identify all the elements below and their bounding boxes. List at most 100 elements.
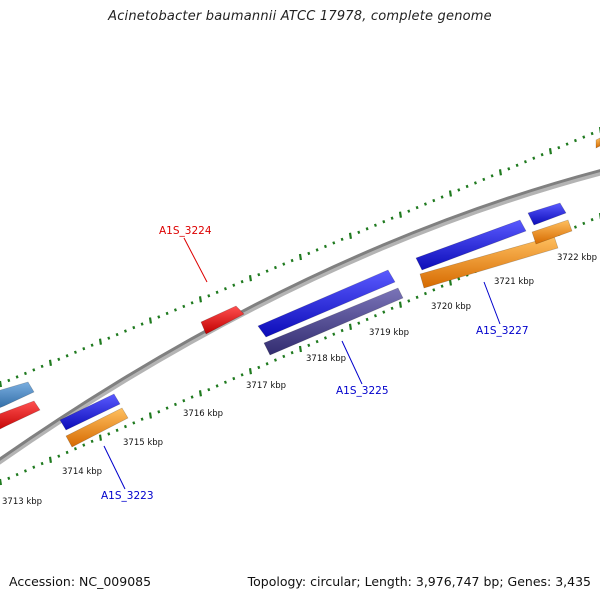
- inner-scale-tick: [398, 301, 402, 308]
- outer-scale-tick: [198, 296, 202, 303]
- tick-label: 3714 kbp: [62, 467, 102, 477]
- inner-scale-tick: [73, 447, 77, 451]
- outer-scale-tick: [398, 211, 402, 218]
- gene-blue-3225[interactable]: [257, 269, 396, 338]
- gene-blue-3227[interactable]: [415, 219, 527, 271]
- outer-scale-tick: [232, 283, 236, 287]
- outer-scale-tick: [115, 332, 119, 337]
- gene-label[interactable]: A1S_3223: [101, 490, 154, 502]
- outer-scale-tick: [98, 338, 102, 345]
- inner-scale-tick: [15, 472, 19, 477]
- gene-leader-line: [483, 281, 501, 325]
- inner-scale-tick: [0, 478, 2, 486]
- gene-blue-3223[interactable]: [59, 393, 121, 431]
- outer-scale-tick: [382, 220, 386, 224]
- inner-scale-tick: [440, 284, 444, 288]
- inner-scale-tick: [207, 387, 211, 392]
- gene-orange-3227[interactable]: [419, 235, 559, 289]
- map-title: Acinetobacter baumannii ATCC 17978, comp…: [108, 9, 492, 24]
- inner-scale-tick: [240, 373, 244, 377]
- outer-scale-tick: [207, 294, 211, 298]
- outer-scale-tick: [282, 262, 286, 266]
- outer-scale-tick: [373, 223, 377, 227]
- backbone-shadow: [0, 169, 600, 465]
- tick-label: 3717 kbp: [246, 381, 286, 391]
- inner-scale-tick: [357, 321, 361, 325]
- gene-red-3224[interactable]: [200, 305, 245, 335]
- outer-scale-tick: [0, 380, 2, 388]
- tick-label: 3721 kbp: [494, 277, 534, 287]
- inner-scale-tick: [323, 336, 327, 340]
- gene-label[interactable]: A1S_3227: [476, 325, 529, 337]
- gene-orange-right[interactable]: [531, 219, 573, 245]
- outer-scale-tick: [573, 138, 577, 143]
- outer-scale-tick: [82, 347, 86, 351]
- inner-scale-tick: [407, 299, 411, 303]
- outer-scale-tick: [507, 167, 511, 171]
- gene-purple-3225[interactable]: [263, 287, 404, 356]
- inner-scale-tick: [390, 306, 394, 311]
- inner-scale-tick: [382, 310, 386, 314]
- tick-label: 3720 kbp: [431, 302, 471, 312]
- inner-scale-tick: [373, 314, 377, 318]
- inner-scale-tick: [165, 406, 169, 410]
- outer-scale-tick: [248, 275, 252, 282]
- inner-scale-tick: [223, 380, 227, 384]
- gene-steel-left[interactable]: [0, 381, 35, 410]
- outer-scale-tick: [65, 354, 69, 358]
- inner-scale-tick: [457, 277, 461, 281]
- gene-label[interactable]: A1S_3224: [159, 225, 212, 237]
- inner-scale-tick: [332, 332, 336, 336]
- inner-scale-tick: [65, 450, 69, 455]
- inner-scale-tick: [173, 402, 177, 407]
- outer-scale-tick: [432, 198, 436, 203]
- inner-scale-tick: [582, 221, 586, 226]
- outer-scale-tick: [23, 371, 27, 376]
- outer-scale-tick: [223, 287, 227, 291]
- outer-scale-tick: [548, 148, 552, 155]
- gene-red-left[interactable]: [0, 400, 41, 432]
- outer-scale-tick: [415, 205, 419, 210]
- outer-scale-tick: [173, 308, 177, 312]
- outer-scale-tick: [582, 135, 586, 139]
- outer-scale-tick: [332, 241, 336, 245]
- outer-scale-tick: [240, 280, 244, 284]
- outer-scale-tick: [182, 304, 186, 309]
- inner-scale-tick: [190, 395, 194, 399]
- inner-scale-tick: [290, 351, 294, 355]
- gene-blue-right[interactable]: [527, 202, 567, 226]
- tick-label: 3715 kbp: [123, 438, 163, 448]
- inner-scale-tick: [90, 439, 94, 444]
- outer-scale-tick: [190, 301, 194, 305]
- gene-label[interactable]: A1S_3225: [336, 385, 389, 397]
- genome-summary-text: Topology: circular; Length: 3,976,747 bp…: [247, 574, 591, 589]
- outer-scale-tick: [290, 258, 294, 263]
- outer-scale-tick: [157, 315, 161, 319]
- inner-scale-tick: [232, 376, 236, 381]
- outer-scale-tick: [390, 216, 394, 220]
- gene-orange-3223[interactable]: [65, 407, 129, 448]
- inner-scale-tick: [140, 417, 144, 421]
- outer-scale-tick: [15, 375, 19, 379]
- gene-orange-edge[interactable]: [595, 137, 600, 149]
- inner-scale-tick: [132, 421, 136, 425]
- inner-scale-tick: [82, 443, 86, 447]
- outer-scale-tick: [482, 177, 486, 182]
- inner-scale-tick: [32, 465, 36, 469]
- inner-scale-tick: [573, 225, 577, 229]
- gene-leader-line: [183, 237, 208, 283]
- outer-scale-tick: [490, 174, 494, 178]
- inner-scale-tick: [107, 432, 111, 436]
- outer-scale-tick: [532, 156, 536, 160]
- inner-scale-tick: [57, 454, 61, 458]
- inner-scale-tick: [115, 428, 119, 432]
- outer-scale-tick: [307, 251, 311, 256]
- inner-scale-tick: [432, 288, 436, 292]
- tick-label: 3718 kbp: [306, 354, 346, 364]
- outer-scale-tick: [257, 272, 261, 277]
- outer-scale-tick: [215, 290, 219, 294]
- outer-scale-tick: [340, 237, 344, 242]
- outer-scale-tick: [148, 317, 152, 324]
- inner-scale-tick: [273, 358, 277, 362]
- outer-scale-tick: [273, 265, 277, 270]
